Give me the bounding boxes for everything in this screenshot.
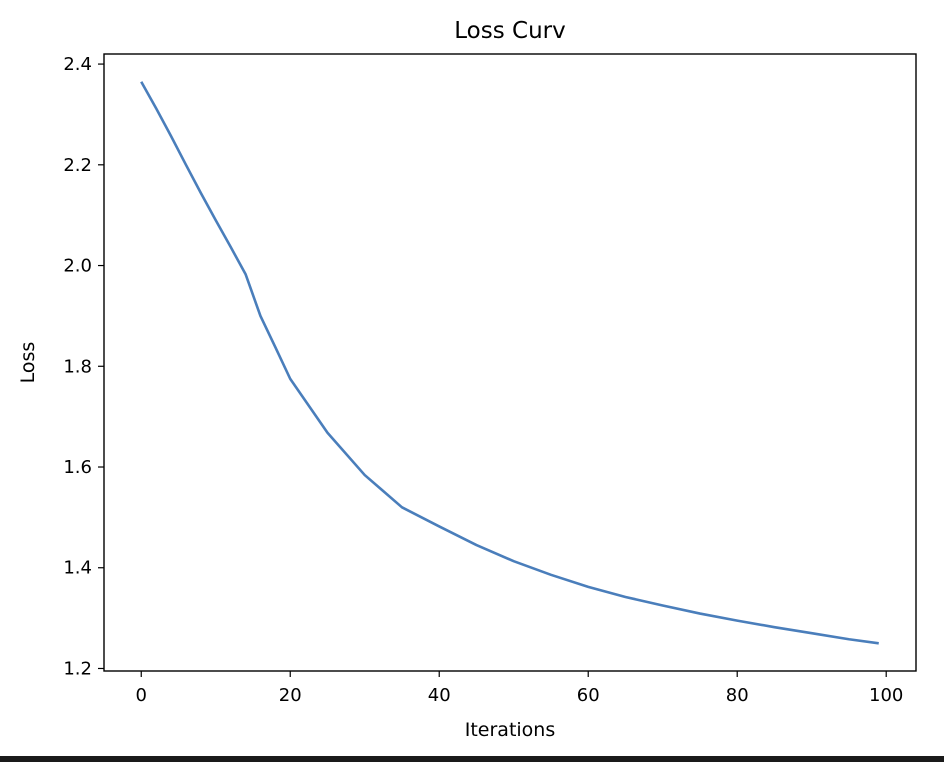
y-tick-label: 1.4 (63, 558, 92, 579)
series-line-0 (140, 81, 879, 645)
x-axis: 0 20 40 60 80 100 (136, 671, 903, 706)
y-tick-label: 2.4 (63, 54, 92, 75)
y-tick-label: 2.2 (63, 155, 92, 176)
y-tick-label: 2.0 (63, 256, 92, 277)
plot-area (103, 53, 917, 672)
x-tick-label: 60 (577, 685, 600, 706)
y-axis-title: Loss (17, 342, 39, 384)
y-tick-label: 1.8 (63, 356, 92, 377)
x-tick-label: 40 (428, 685, 451, 706)
x-tick-label: 0 (136, 685, 147, 706)
x-axis-title: Iterations (465, 719, 556, 741)
bottom-border-bar (0, 756, 944, 762)
y-axis: 1.2 1.4 1.6 1.8 2.0 2.2 2.4 (63, 54, 104, 679)
x-tick-label: 100 (869, 685, 903, 706)
y-tick-label: 1.2 (63, 658, 92, 679)
chart-title: Loss Curv (454, 18, 565, 44)
x-tick-label: 80 (726, 685, 749, 706)
x-tick-label: 20 (279, 685, 302, 706)
y-tick-label: 1.6 (63, 457, 92, 478)
plot-frame (103, 53, 917, 672)
